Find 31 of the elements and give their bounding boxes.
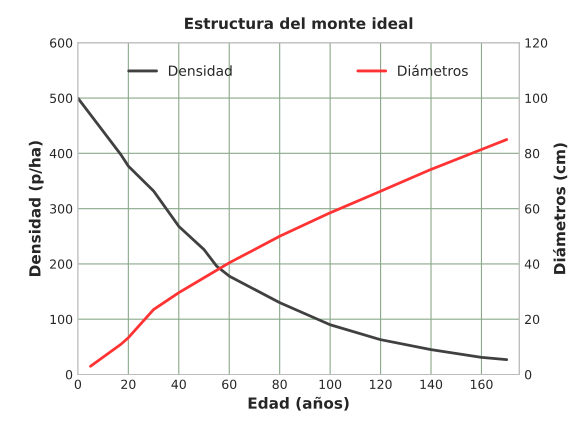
line-series [89, 138, 508, 368]
x-tick-label: 20 [121, 380, 136, 390]
y-axis-title: Densidad (p/ha) [28, 141, 44, 276]
y-tick-label: 300 [50, 204, 72, 214]
y-tick-label: 0 [66, 370, 72, 380]
x-tick-label: 0 [74, 380, 82, 390]
y2-tick-label: 20 [525, 314, 540, 324]
y2-axis-title: Diámetros (cm) [552, 143, 568, 274]
y-tick-label: 600 [50, 38, 72, 48]
y-tick-label: 100 [50, 314, 72, 324]
y2-tick-label: 0 [524, 370, 532, 380]
y2-tick-label: 100 [526, 94, 548, 104]
y-tick-label: 400 [50, 148, 72, 158]
y2-tick-label: 120 [526, 38, 548, 48]
line-series [78, 96, 508, 361]
x-tick-label: 80 [272, 380, 287, 390]
x-tick-label: 120 [370, 380, 392, 390]
y-tick-label: 500 [50, 94, 72, 104]
y2-tick-label: 60 [525, 204, 540, 214]
x-tick-label: 100 [320, 380, 342, 390]
legend-label: Densidad [168, 65, 232, 76]
y2-tick-label: 40 [524, 259, 540, 269]
x-tick-label: 40 [171, 380, 186, 390]
x-tick-label: 140 [420, 380, 442, 390]
x-axis-title: Edad (años) [248, 396, 349, 411]
x-tick-label: 60 [222, 380, 236, 390]
chart-title: Estructura del monte ideal [185, 17, 412, 30]
y-tick-label: 200 [50, 259, 72, 269]
legend-label: Diámetros [398, 64, 468, 76]
y2-tick-label: 80 [525, 148, 540, 158]
x-tick-label: 160 [470, 380, 493, 390]
